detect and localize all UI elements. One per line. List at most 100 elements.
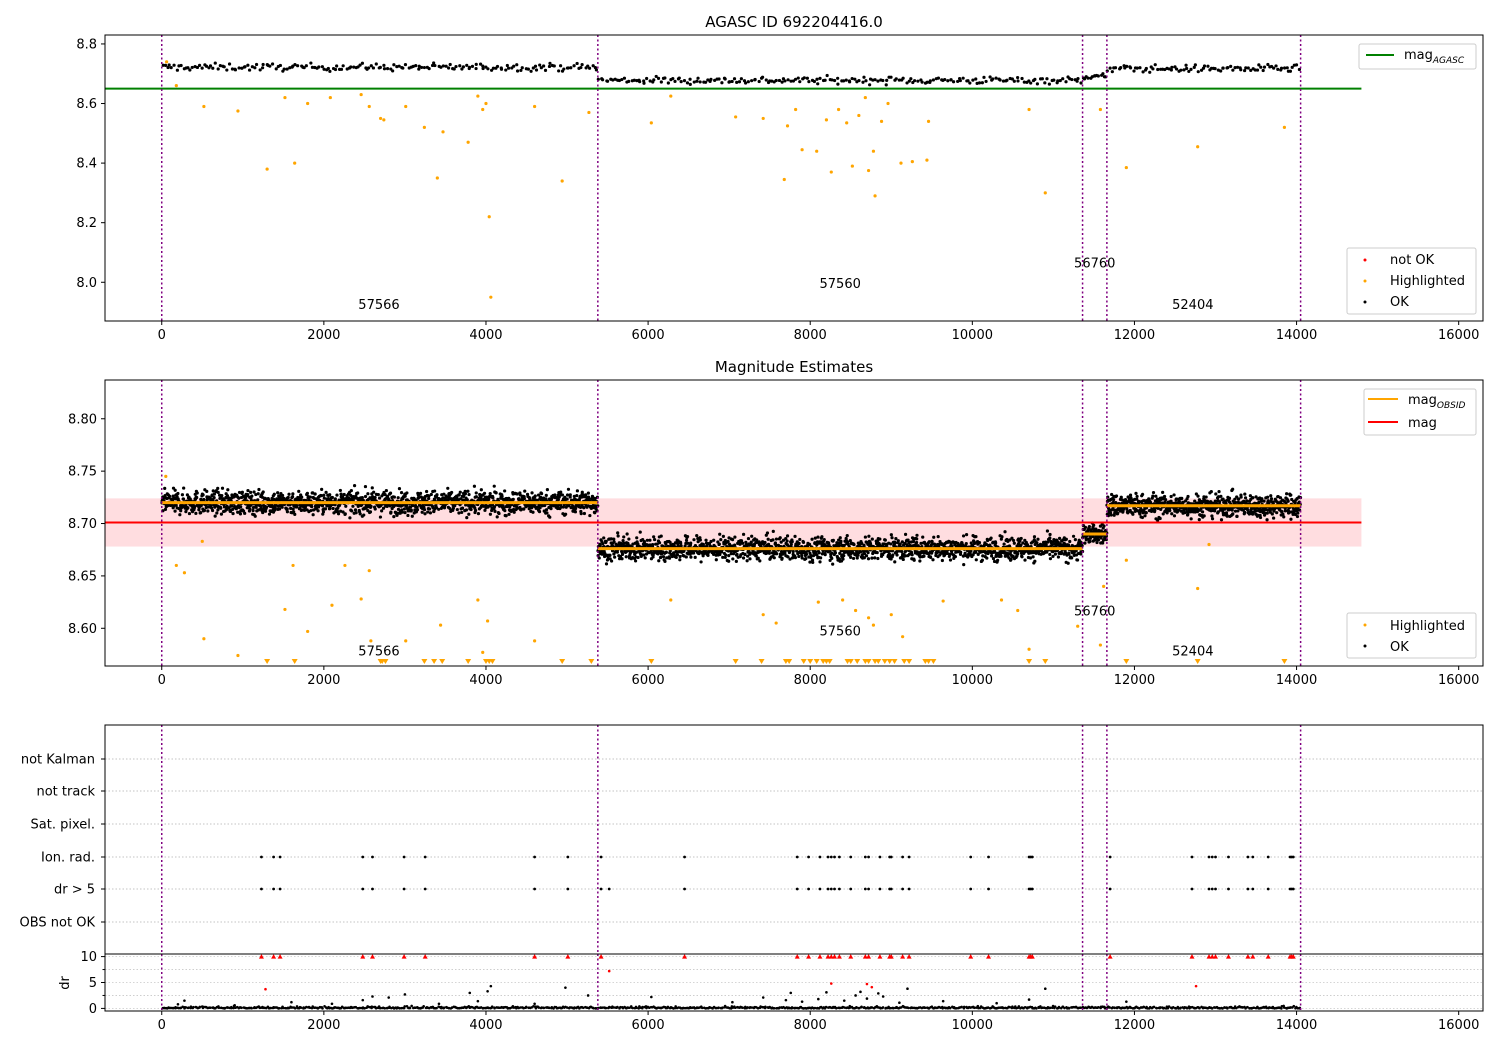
ok-point — [766, 537, 770, 541]
ok-point — [163, 486, 167, 490]
ok-point — [1012, 79, 1016, 83]
ok-point — [689, 541, 693, 545]
ok-point — [206, 509, 210, 513]
ok-point — [689, 555, 693, 559]
highlighted-point — [165, 60, 169, 64]
dr-point — [187, 1006, 190, 1009]
ok-point — [842, 554, 846, 558]
flag-point — [1108, 887, 1112, 891]
ok-point — [478, 62, 483, 66]
ok-point — [309, 508, 313, 513]
ok-point — [1214, 492, 1218, 496]
dr-point — [184, 1006, 188, 1009]
flag-point — [599, 855, 603, 859]
ok-point — [396, 507, 401, 511]
ok-point — [925, 80, 929, 84]
obsid-label: 57560 — [820, 625, 861, 640]
ok-point — [919, 541, 923, 545]
ok-point — [1061, 77, 1065, 81]
ok-point — [448, 62, 452, 67]
ok-point — [864, 554, 869, 558]
ok-point — [556, 497, 560, 502]
ok-point — [1196, 494, 1200, 498]
highlighted-point — [174, 563, 178, 568]
ok-point — [163, 63, 168, 67]
flag-point — [863, 855, 867, 859]
ok-point — [1226, 65, 1230, 70]
ok-point — [360, 496, 364, 500]
ok-point — [1021, 541, 1025, 545]
ok-point — [1151, 494, 1155, 498]
ok-point — [635, 536, 639, 540]
ok-point — [467, 492, 471, 497]
ok-point — [1028, 556, 1033, 560]
ok-point — [166, 65, 170, 70]
ok-point — [179, 63, 183, 68]
obsid-label: 57566 — [358, 645, 399, 660]
ok-point — [474, 491, 478, 495]
ok-point — [289, 506, 293, 510]
ok-point — [336, 512, 341, 516]
x-tick-label: 6000 — [632, 328, 665, 343]
ok-point — [562, 67, 566, 71]
ok-point — [609, 537, 613, 541]
ok-point — [1224, 501, 1228, 505]
ok-point — [512, 510, 516, 514]
ok-point — [720, 81, 724, 85]
ok-point — [1213, 67, 1217, 71]
ok-point — [1096, 535, 1100, 539]
flag-point — [849, 855, 853, 859]
ok-point — [417, 67, 421, 71]
ok-point — [863, 535, 867, 539]
ok-point — [820, 535, 824, 539]
ok-point — [802, 76, 806, 80]
ok-point — [914, 544, 918, 548]
ok-point — [1251, 496, 1255, 500]
ok-point — [679, 544, 683, 548]
ok-point — [559, 64, 563, 68]
ok-point — [293, 63, 297, 67]
flag-point — [423, 887, 427, 891]
obsid-label: 52404 — [1172, 298, 1213, 313]
ok-point — [696, 76, 700, 80]
highlighted-point — [873, 194, 877, 198]
ok-point — [815, 77, 819, 81]
ok-point — [709, 77, 713, 81]
ok-point — [1048, 536, 1052, 540]
ok-point — [774, 543, 778, 547]
flag-point — [683, 855, 686, 859]
ok-point — [227, 496, 232, 500]
ok-point — [723, 538, 727, 543]
flag-point — [402, 855, 406, 859]
ok-point — [296, 64, 300, 68]
ok-point — [688, 77, 692, 81]
ok-point — [320, 487, 324, 491]
ok-point — [622, 76, 627, 80]
ok-point — [1046, 540, 1050, 544]
ok-point — [517, 497, 521, 501]
ok-point — [743, 81, 748, 85]
flag-point — [889, 887, 893, 891]
ok-point — [785, 539, 789, 543]
ok-point — [813, 541, 817, 545]
ok-point — [1033, 559, 1037, 563]
highlighted-point — [871, 623, 876, 627]
ok-point — [575, 489, 579, 493]
ok-point — [721, 555, 725, 559]
flag-point — [1207, 887, 1211, 891]
highlighted-point — [293, 161, 297, 165]
ok-point — [291, 507, 295, 511]
highlighted-point — [816, 600, 820, 604]
ok-point — [862, 543, 866, 547]
ok-point — [253, 514, 257, 518]
ok-point — [706, 553, 710, 557]
ok-point — [809, 553, 813, 558]
ok-point — [905, 81, 909, 85]
highlighted-point — [761, 116, 765, 121]
ok-point — [442, 492, 446, 496]
ok-point — [225, 507, 229, 511]
ok-point — [1295, 514, 1300, 519]
ok-point — [675, 553, 680, 557]
ok-point — [209, 503, 213, 508]
